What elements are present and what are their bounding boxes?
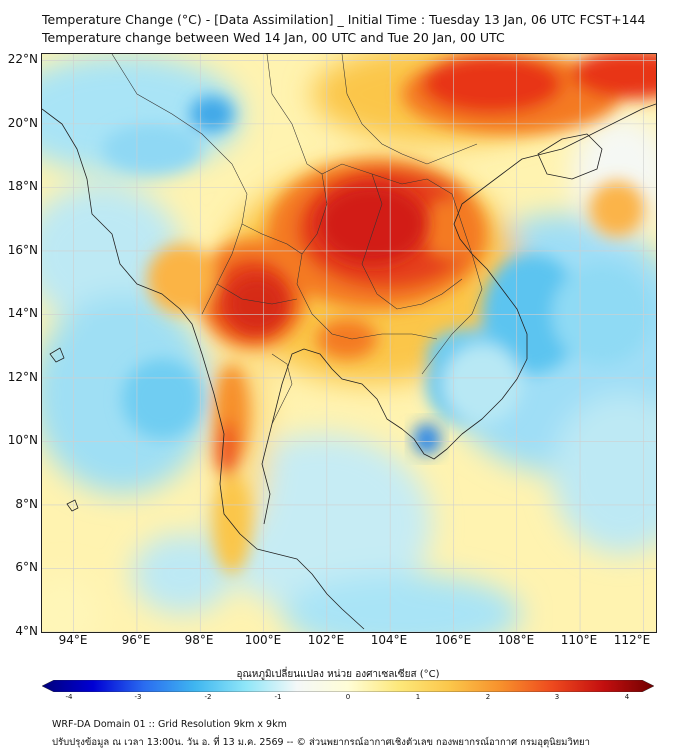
footer-update-info: ปรับปรุงข้อมูล ณ เวลา 13:00น. วัน อ. ที่… (52, 737, 590, 748)
admin-borders (111, 54, 483, 425)
lon-label: 106°E (434, 633, 472, 647)
lon-label: 102°E (307, 633, 345, 647)
lon-label: 112°E (613, 633, 651, 647)
lat-label: 8°N (15, 497, 38, 511)
colorbar-tick: -3 (134, 693, 142, 701)
lon-label: 100°E (244, 633, 282, 647)
lat-label: 14°N (7, 306, 38, 320)
colorbar (42, 680, 654, 692)
chart-title: Temperature Change (°C) - [Data Assimila… (42, 12, 646, 27)
warm-core-central-thailand (227, 276, 287, 332)
lon-label: 96°E (121, 633, 151, 647)
colorbar-tick: -2 (204, 693, 212, 701)
lat-label: 20°N (7, 116, 38, 130)
colorbar-tick: 4 (624, 693, 630, 701)
temperature-change-map[interactable] (41, 53, 657, 633)
lon-label: 108°E (497, 633, 535, 647)
colorbar-tick: 0 (345, 693, 351, 701)
gulf-islands (49, 347, 79, 512)
colorbar-tick: -1 (274, 693, 282, 701)
lat-label: 4°N (15, 624, 38, 638)
lon-label: 104°E (370, 633, 408, 647)
colorbar-tick: 3 (554, 693, 560, 701)
lat-label: 10°N (7, 433, 38, 447)
lat-label: 12°N (7, 370, 38, 384)
coastlines (42, 103, 656, 630)
chart-subtitle: Temperature change between Wed 14 Jan, 0… (42, 30, 505, 45)
lon-label: 110°E (560, 633, 598, 647)
hainan-island (537, 133, 603, 180)
colorbar-tick: 1 (415, 693, 421, 701)
mainland-coast (42, 103, 656, 630)
cold-core-mekong-delta (413, 423, 441, 455)
graticule (42, 54, 656, 632)
colorbar-tick: 2 (485, 693, 491, 701)
lat-label: 22°N (7, 52, 38, 66)
lat-label: 16°N (7, 243, 38, 257)
lat-label: 6°N (15, 560, 38, 574)
warm-core-northeast-thailand (317, 184, 427, 264)
temperature-field (42, 54, 656, 632)
colorbar-title: อุณหภูมิเปลี่ยนแปลง หน่วย องศาเซลเซียส (… (236, 669, 440, 680)
lat-label: 18°N (7, 179, 38, 193)
colorbar-tick: -4 (65, 693, 73, 701)
lon-label: 98°E (184, 633, 214, 647)
footer-model-info: WRF-DA Domain 01 :: Grid Resolution 9km … (52, 719, 287, 730)
lon-label: 94°E (58, 633, 88, 647)
